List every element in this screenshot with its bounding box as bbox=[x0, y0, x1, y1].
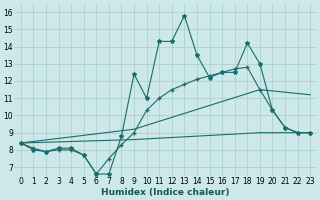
X-axis label: Humidex (Indice chaleur): Humidex (Indice chaleur) bbox=[101, 188, 230, 197]
